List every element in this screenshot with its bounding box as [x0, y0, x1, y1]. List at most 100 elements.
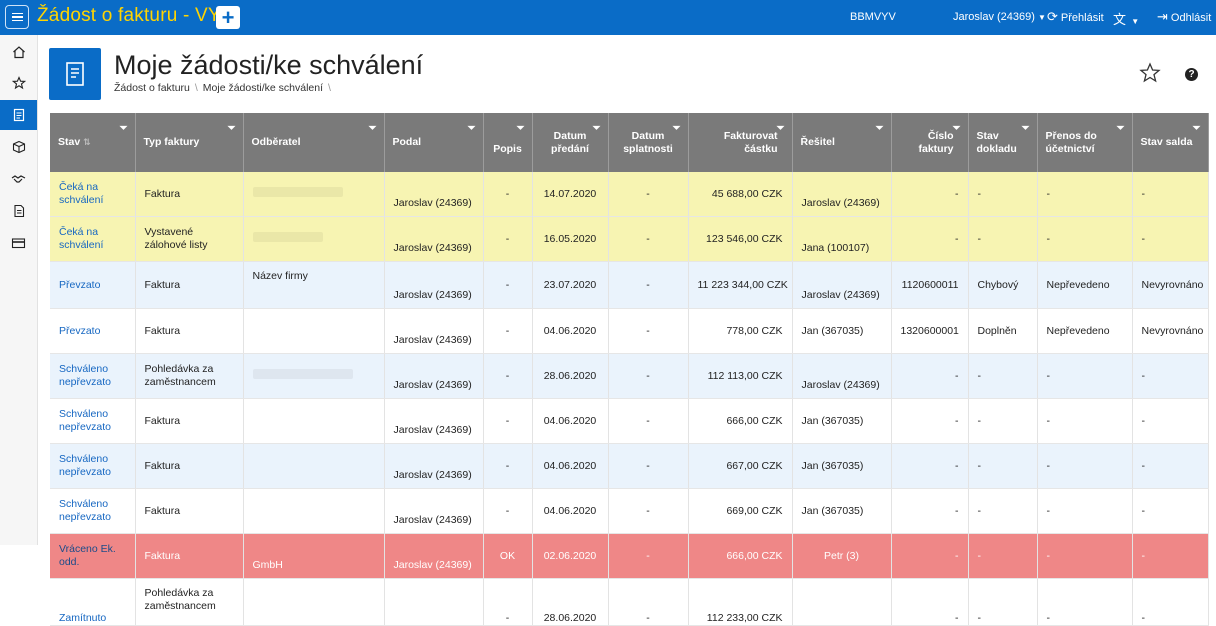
- cell-datum: 04.06.2020: [532, 488, 609, 534]
- table-row[interactable]: Čeká na schválení Faktura Jaroslav (2436…: [50, 172, 1209, 217]
- filter-icon[interactable]: ⏷: [516, 123, 525, 134]
- column-header-resitel[interactable]: Řešitel ⏷: [792, 113, 892, 172]
- column-header-stav[interactable]: Stav ⇅ ⏷: [50, 113, 136, 172]
- package-icon: [12, 140, 25, 154]
- sidebar-item-home[interactable]: [0, 37, 37, 67]
- cell-popis: -: [483, 216, 533, 262]
- cell-castka: 112 113,00 CZK: [688, 353, 793, 399]
- cell-splatnost: -: [608, 443, 689, 489]
- table-row[interactable]: Schváleno nepřevzato Faktura Jaroslav (2…: [50, 398, 1209, 444]
- column-header-popis[interactable]: Popis ⏷: [483, 113, 533, 172]
- column-header-stav-dokladu[interactable]: Stav dokladu ⏷: [968, 113, 1038, 172]
- table-row[interactable]: Zamítnuto Pohledávka za zaměstnancem - 2…: [50, 578, 1209, 626]
- document-list-icon: [13, 108, 24, 122]
- refresh-icon: ⟳: [1047, 9, 1058, 24]
- breadcrumb-item[interactable]: Moje žádosti/ke schválení: [202, 82, 324, 94]
- filter-icon[interactable]: ⏷: [1192, 123, 1201, 134]
- cell-cislo: -: [891, 443, 969, 489]
- cell-odberatel: [243, 443, 385, 489]
- language-menu[interactable]: 文 ▼: [1113, 9, 1139, 28]
- sort-icon[interactable]: ⇅: [83, 137, 91, 147]
- column-header-stav-salda[interactable]: Stav salda ⏷: [1132, 113, 1209, 172]
- column-header-podal[interactable]: Podal ⏷: [384, 113, 484, 172]
- filter-icon[interactable]: ⏷: [592, 123, 601, 134]
- cell-stav[interactable]: Zamítnuto: [50, 578, 136, 626]
- cell-odberatel: [243, 216, 385, 262]
- menu-icon[interactable]: [5, 5, 29, 29]
- add-request-button[interactable]: +: [216, 6, 240, 29]
- sidebar-item-partners[interactable]: [0, 164, 37, 194]
- column-header-typ[interactable]: Typ faktury ⏷: [135, 113, 244, 172]
- filter-icon[interactable]: ⏷: [875, 123, 884, 134]
- sidebar-item-packages[interactable]: [0, 132, 37, 162]
- cell-podal: Jaroslav (24369): [384, 353, 484, 399]
- cell-typ: Faktura: [135, 443, 244, 489]
- table-row[interactable]: Schváleno nepřevzato Faktura Jaroslav (2…: [50, 443, 1209, 489]
- column-header-odberatel[interactable]: Odběratel ⏷: [243, 113, 385, 172]
- cell-odberatel: Název firmy: [243, 261, 385, 309]
- cell-stav[interactable]: Vráceno Ek. odd.: [50, 533, 136, 579]
- favorite-button[interactable]: [1139, 62, 1161, 87]
- chevron-down-icon: ▼: [1037, 13, 1046, 22]
- table-row[interactable]: Převzato Faktura Jaroslav (24369) - 04.0…: [50, 308, 1209, 354]
- table-row[interactable]: Čeká na schválení Vystavené zálohové lis…: [50, 216, 1209, 262]
- cell-stav[interactable]: Schváleno nepřevzato: [50, 398, 136, 444]
- top-bar: Žádost o fakturu - VYV + BBMVYV Jaroslav…: [0, 0, 1216, 35]
- user-menu[interactable]: Jaroslav (24369) ▼: [953, 11, 1046, 23]
- filter-icon[interactable]: ⏷: [467, 123, 476, 134]
- cell-resitel: Jaroslav (24369): [792, 261, 892, 309]
- cell-cislo: 1120600011: [891, 261, 969, 309]
- table-row[interactable]: Schváleno nepřevzato Pohledávka za zaměs…: [50, 353, 1209, 399]
- cell-saldo: -: [1132, 353, 1209, 399]
- filter-icon[interactable]: ⏷: [1021, 123, 1030, 134]
- column-header-cislo[interactable]: Číslo faktury ⏷: [891, 113, 969, 172]
- filter-icon[interactable]: ⏷: [1116, 123, 1125, 134]
- filter-icon[interactable]: ⏷: [119, 123, 128, 134]
- header-label: Odběratel: [251, 136, 301, 148]
- breadcrumb-item[interactable]: Žádost o fakturu: [114, 82, 190, 94]
- cell-resitel: Jan (367035): [792, 398, 892, 444]
- cell-stav[interactable]: Převzato: [50, 261, 136, 309]
- handshake-icon: [11, 175, 26, 183]
- table-row[interactable]: Vráceno Ek. odd. Faktura GmbH Jaroslav (…: [50, 533, 1209, 579]
- cell-prenos: -: [1037, 172, 1133, 217]
- logout-button[interactable]: ⇥ Odhlásit: [1157, 9, 1211, 25]
- sidebar-item-documents[interactable]: [0, 196, 37, 226]
- cell-stav[interactable]: Schváleno nepřevzato: [50, 443, 136, 489]
- cell-popis: -: [483, 308, 533, 354]
- cell-podal: Jaroslav (24369): [384, 488, 484, 534]
- column-header-prenos[interactable]: Přenos do účetnictví ⏷: [1037, 113, 1133, 172]
- cell-stav-dokladu: Chybový: [968, 261, 1038, 309]
- column-header-datum-predani[interactable]: Datum předání ⏷: [532, 113, 609, 172]
- cell-stav[interactable]: Schváleno nepřevzato: [50, 488, 136, 534]
- table-row[interactable]: Převzato Faktura Název firmy Jaroslav (2…: [50, 261, 1209, 309]
- filter-icon[interactable]: ⏷: [368, 123, 377, 134]
- filter-icon[interactable]: ⏷: [227, 123, 236, 134]
- sidebar-item-requests[interactable]: [0, 100, 37, 130]
- translate-icon: 文: [1113, 12, 1127, 27]
- cell-stav-dokladu: -: [968, 398, 1038, 444]
- filter-icon[interactable]: ⏷: [952, 123, 961, 134]
- cell-stav[interactable]: Čeká na schválení: [50, 172, 136, 217]
- cell-popis: -: [483, 488, 533, 534]
- cell-datum: 16.05.2020: [532, 216, 609, 262]
- cell-odberatel: [243, 172, 385, 217]
- filter-icon[interactable]: ⏷: [776, 123, 785, 134]
- cell-stav[interactable]: Schváleno nepřevzato: [50, 353, 136, 399]
- cell-podal: Jaroslav (24369): [384, 443, 484, 489]
- cell-stav[interactable]: Převzato: [50, 308, 136, 354]
- filter-icon[interactable]: ⏷: [672, 123, 681, 134]
- cell-stav[interactable]: Čeká na schválení: [50, 216, 136, 262]
- relogin-button[interactable]: ⟳ Přehlásit: [1047, 9, 1104, 25]
- sidebar-item-favorites[interactable]: [0, 68, 37, 98]
- help-icon[interactable]: ?: [1185, 68, 1198, 81]
- cell-castka: 11 223 344,00 CZK: [688, 261, 793, 309]
- column-header-castka[interactable]: Fakturovat částku ⏷: [688, 113, 793, 172]
- header-label: Datum předání: [551, 129, 589, 155]
- sidebar-item-payments[interactable]: [0, 228, 37, 258]
- cell-saldo: -: [1132, 533, 1209, 579]
- table-row[interactable]: Schváleno nepřevzato Faktura Jaroslav (2…: [50, 488, 1209, 534]
- file-icon: [13, 204, 24, 218]
- column-header-datum-splatnosti[interactable]: Datum splatnosti ⏷: [608, 113, 689, 172]
- header-label: Stav salda: [1140, 136, 1193, 148]
